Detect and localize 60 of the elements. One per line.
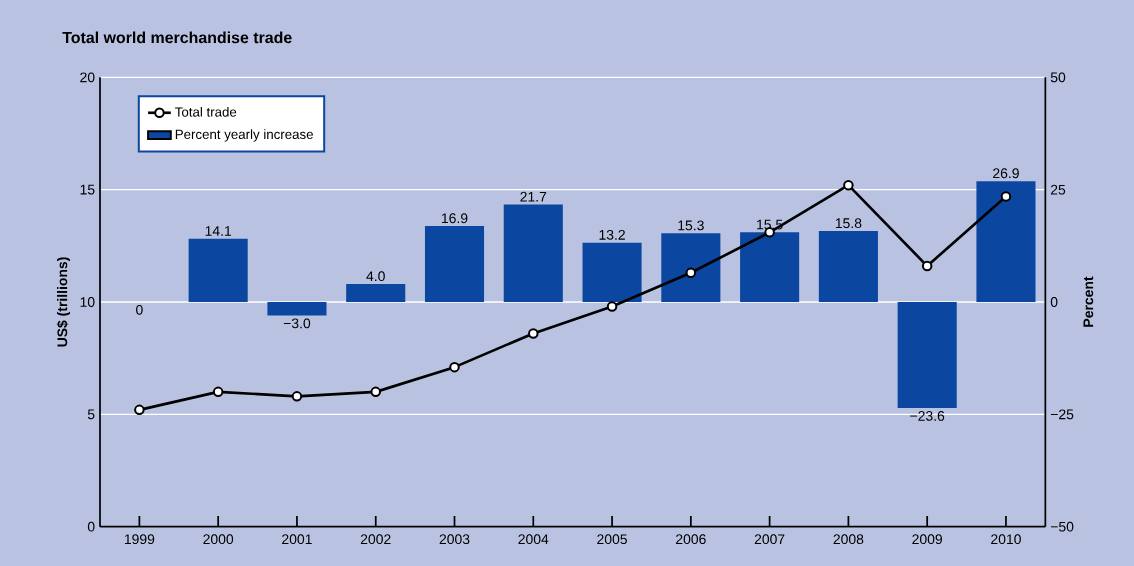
bar [897,302,957,409]
point [606,301,618,312]
y-axis-title: US$ (trillions) [56,257,71,347]
x-tick-label: 2002 [360,534,391,545]
bar [188,238,248,302]
data-label: 13.2 [599,229,625,240]
data-label: 0 [136,304,143,315]
point [528,328,539,339]
bar [267,302,327,316]
y2-tick-label: −25 [1050,409,1074,420]
x-tick-label: 2008 [833,534,864,545]
x-tick-label: 2007 [754,534,785,545]
point [685,267,697,279]
x-tick-label: 2003 [439,534,470,545]
x-tick-label: 2005 [597,534,627,545]
y2-axis-title: Percent [1083,276,1094,327]
data-label: 15.8 [835,218,862,229]
legend-label: Percent yearly increase [175,129,313,142]
data-label: 4.0 [366,271,385,282]
y-tick-label: 0 [87,521,95,532]
y2-tick-label: 25 [1050,184,1066,195]
x-tick-label: 2004 [518,534,549,545]
y-tick-label: 15 [80,184,95,195]
data-label: 15.3 [678,220,704,231]
x-tick-label: 2010 [991,534,1021,545]
x-tick-label: 2006 [676,534,706,545]
bar [976,181,1036,302]
point [212,386,224,398]
x-tick-label: 2000 [203,534,234,545]
y-tick-label: 5 [87,409,95,420]
point [921,260,933,272]
chart-title: Total world merchandise trade [62,31,292,44]
y-tick-label: 20 [80,72,95,83]
point [370,386,381,398]
data-label: −23.6 [910,410,945,421]
y2-tick-label: 0 [1050,297,1058,307]
data-label: 21.7 [520,191,547,202]
x-tick-label: 2009 [912,534,943,545]
bar [346,284,406,302]
y2-tick-label: −50 [1050,521,1074,532]
legend-label: Total trade [175,106,237,117]
x-tick-label: 1999 [124,534,155,545]
y-tick-label: 10 [80,297,95,307]
x-tick-label: 2001 [282,534,312,545]
data-label: −3.0 [283,318,311,329]
point [449,361,460,373]
bar [503,204,563,302]
data-label: 14.1 [205,226,232,236]
y2-tick-label: 50 [1050,72,1066,83]
bar [582,242,642,302]
bar [818,231,878,302]
bar [661,233,721,302]
data-label: 16.9 [441,213,468,224]
bar [740,232,800,302]
bar [424,226,485,302]
point [1000,191,1012,202]
point [843,179,854,191]
point [291,391,303,402]
data-label: 26.9 [993,168,1019,179]
point [134,404,145,416]
